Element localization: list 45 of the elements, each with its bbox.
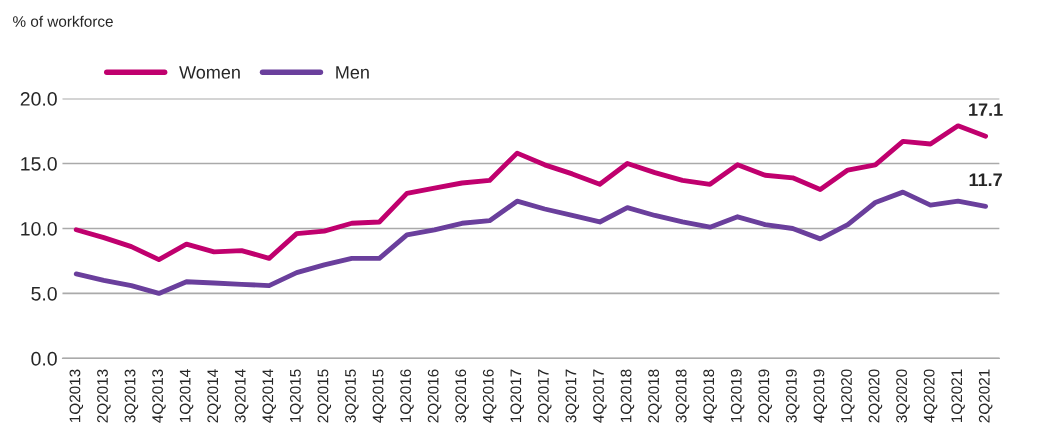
x-tick-label: 1Q2014 — [179, 369, 194, 423]
x-tick-label: 4Q2014 — [262, 369, 276, 423]
x-tick-label: 3Q2014 — [234, 369, 249, 423]
x-tick-label: 3Q2016 — [455, 369, 469, 423]
y-tick-label: 10.0 — [21, 221, 57, 236]
x-tick-label: 4Q2016 — [482, 369, 497, 423]
x-tick-label: 4Q2019 — [813, 369, 828, 423]
x-tick-label: 4Q2017 — [593, 369, 607, 423]
x-tick-label: 2Q2014 — [207, 369, 221, 423]
y-tick-label: 15.0 — [21, 156, 57, 171]
x-tick-label: 2Q2017 — [537, 369, 552, 423]
x-tick-label: 1Q2019 — [730, 369, 745, 423]
x-tick-label: 1Q2018 — [620, 369, 635, 423]
line-series — [73, 189, 989, 296]
x-tick-label: 3Q2013 — [124, 369, 139, 423]
x-tick-label: 1Q2016 — [400, 369, 414, 423]
x-tick-label: 3Q2019 — [785, 369, 800, 423]
x-tick-label: 1Q2013 — [69, 369, 84, 423]
x-tick-label: 2Q2021 — [978, 369, 993, 423]
data-label: 17.1 — [969, 103, 1003, 116]
x-tick-label: 2Q2018 — [648, 369, 662, 423]
legend-label: Women — [179, 66, 240, 79]
legend-label: Men — [336, 66, 369, 79]
x-tick-label: 2Q2016 — [427, 369, 442, 423]
x-tick-label: 2Q2020 — [868, 369, 883, 423]
x-tick-label: 4Q2020 — [923, 369, 938, 423]
x-tick-label: 4Q2015 — [372, 369, 387, 423]
x-tick-label: 2Q2013 — [97, 369, 111, 423]
data-label: 11.7 — [969, 173, 1002, 186]
x-tick-label: 3Q2017 — [565, 369, 580, 423]
y-tick-label: 5.0 — [31, 286, 57, 301]
y-tick-label: 20.0 — [20, 92, 57, 106]
x-tick-label: 3Q2015 — [345, 369, 359, 423]
x-tick-label: 2Q2015 — [317, 369, 332, 423]
x-tick-label: 1Q2021 — [951, 369, 965, 423]
x-tick-label: 2Q2019 — [758, 369, 772, 423]
x-tick-label: 1Q2020 — [841, 369, 855, 423]
x-tick-label: 3Q2020 — [896, 369, 910, 423]
x-tick-label: 4Q2013 — [152, 369, 166, 423]
x-tick-label: 3Q2018 — [675, 369, 690, 423]
chart-subtitle: % of workforce — [13, 15, 113, 27]
x-tick-label: 1Q2017 — [510, 369, 524, 423]
x-tick-label: 1Q2015 — [289, 369, 304, 423]
y-tick-label: 0.0 — [31, 351, 57, 366]
x-tick-label: 4Q2018 — [703, 369, 717, 423]
